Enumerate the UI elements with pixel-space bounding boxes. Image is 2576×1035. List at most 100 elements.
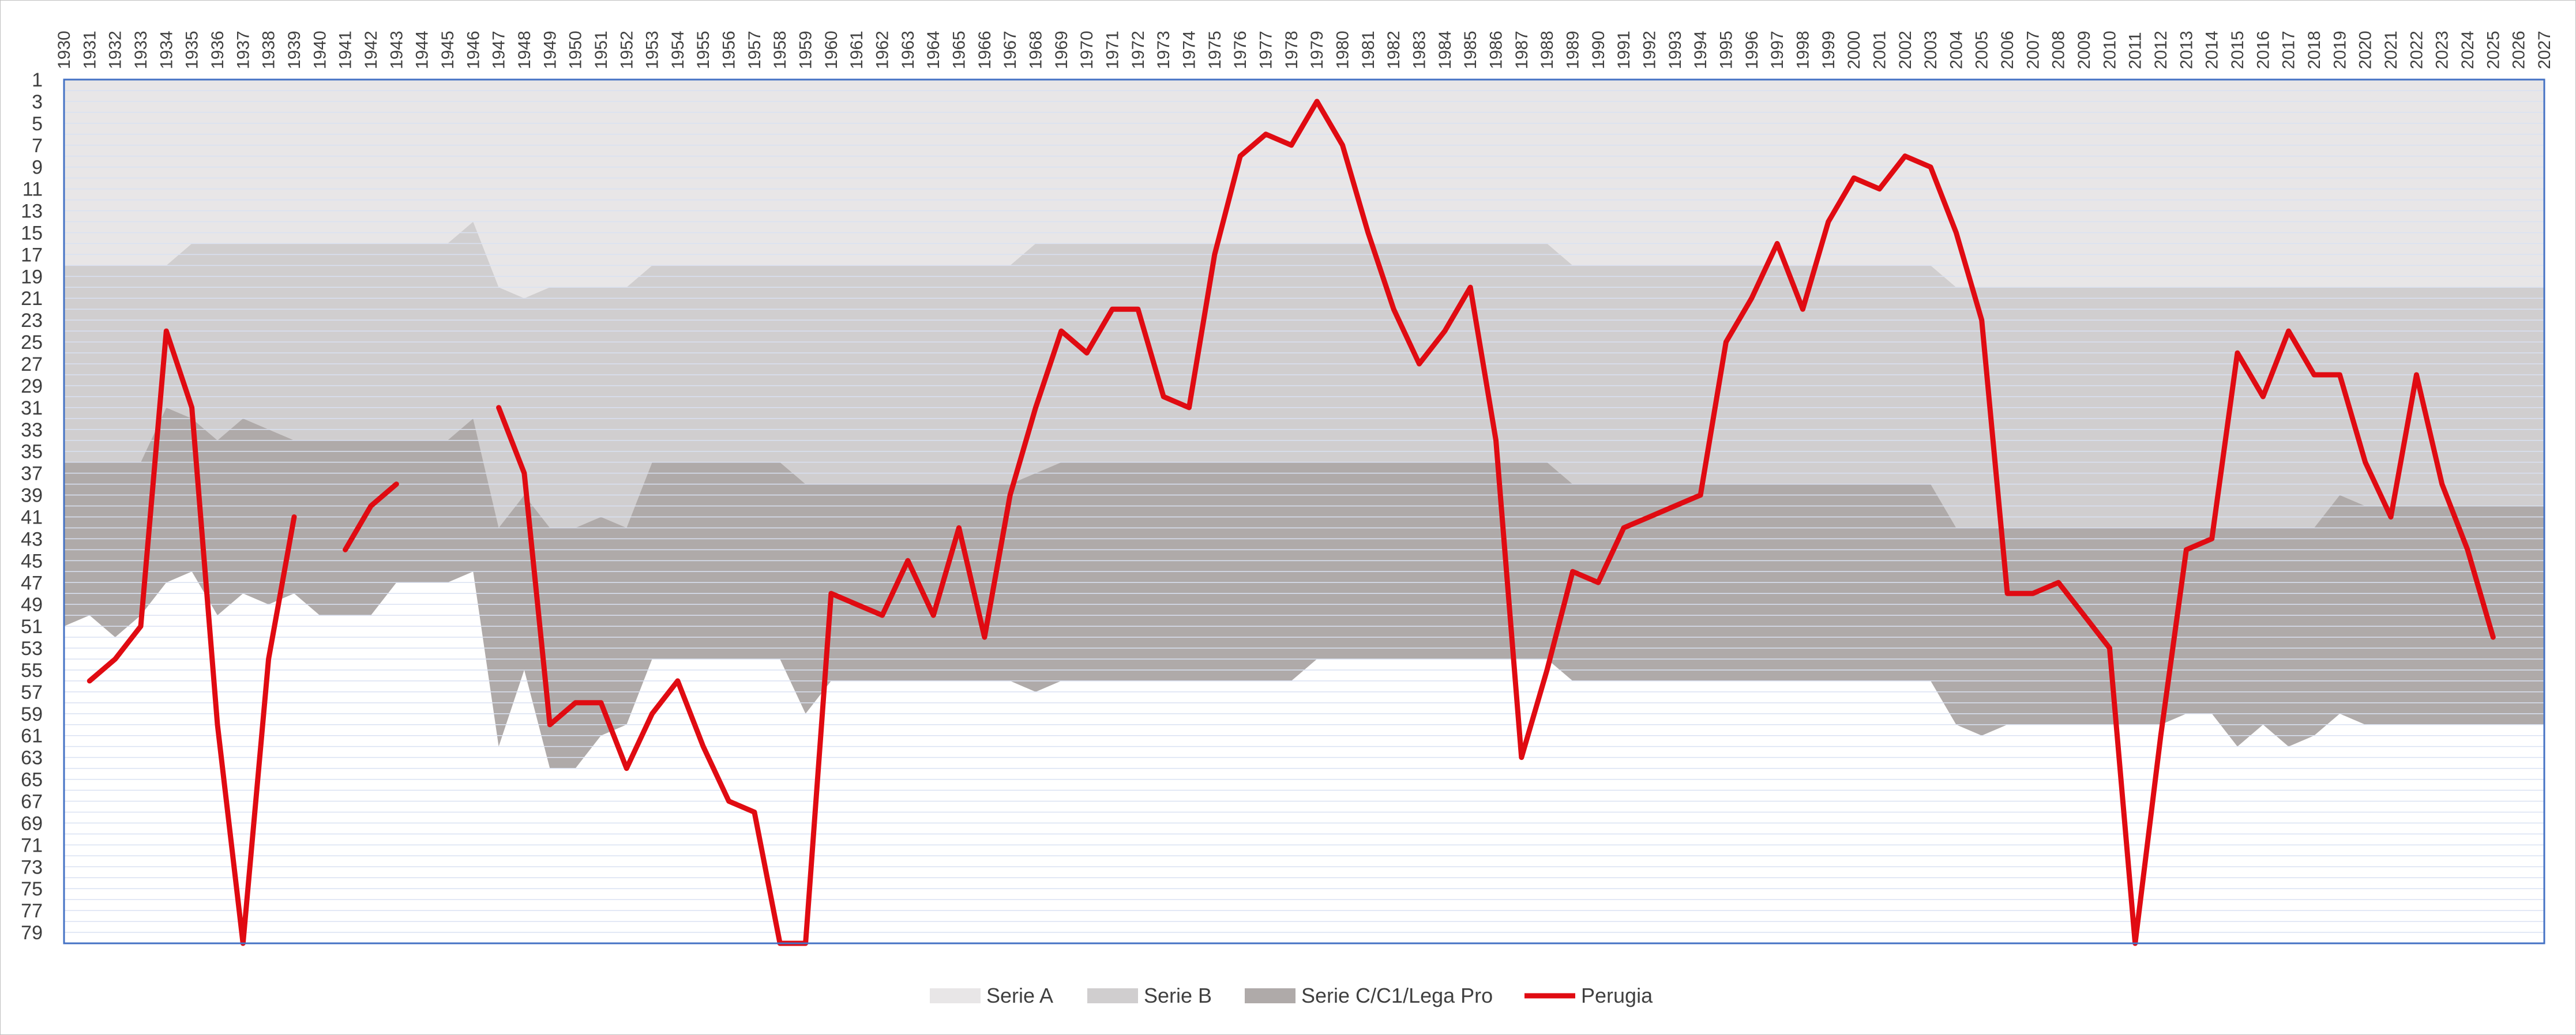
x-tick-label: 1961 — [847, 31, 866, 69]
legend-swatch-serie-a — [930, 988, 981, 1003]
x-tick-label: 1977 — [1257, 31, 1276, 69]
x-tick-label: 1943 — [387, 31, 406, 69]
x-tick-label: 1973 — [1154, 31, 1173, 69]
x-tick-label: 1987 — [1512, 31, 1531, 69]
x-tick-label: 1991 — [1614, 31, 1634, 69]
y-tick-label: 27 — [21, 353, 43, 375]
x-tick-label: 1932 — [106, 31, 125, 69]
x-axis-ticks: 1930 1931 1932 1933 1934 1935 1936 1937 1938 1939… — [55, 31, 2554, 69]
y-tick-label: 69 — [21, 812, 43, 834]
legend-label-serie-b: Serie B — [1144, 984, 1212, 1007]
x-tick-label: 1942 — [362, 31, 381, 69]
x-tick-label: 1935 — [183, 31, 202, 69]
x-tick-label: 2003 — [1921, 31, 1940, 69]
x-tick-label: 2006 — [1998, 31, 2017, 69]
x-tick-label: 1967 — [1001, 31, 1020, 69]
y-tick-label: 1 — [32, 69, 43, 91]
x-tick-label: 1962 — [873, 31, 892, 69]
x-tick-label: 1957 — [745, 31, 764, 69]
y-tick-label: 79 — [21, 922, 43, 944]
y-tick-label: 41 — [21, 507, 43, 529]
x-tick-label: 1934 — [157, 31, 176, 69]
x-tick-label: 1945 — [438, 31, 457, 69]
x-tick-label: 1950 — [566, 31, 585, 69]
y-tick-label: 21 — [21, 288, 43, 310]
x-tick-label: 1953 — [643, 31, 662, 69]
x-tick-label: 2001 — [1870, 31, 1889, 69]
y-tick-label: 45 — [21, 550, 43, 572]
y-tick-label: 11 — [22, 179, 43, 201]
x-tick-label: 2018 — [2305, 31, 2324, 69]
y-tick-label: 67 — [21, 791, 43, 813]
x-tick-label: 1975 — [1206, 31, 1225, 69]
plot-border — [63, 78, 2545, 944]
x-tick-label: 2011 — [2126, 32, 2145, 69]
x-tick-label: 1976 — [1231, 31, 1250, 69]
x-tick-label: 1997 — [1768, 31, 1787, 69]
y-axis-ticks: 1357911131517192123252729313335373941434… — [21, 69, 43, 944]
x-tick-label: 1966 — [975, 31, 994, 69]
x-tick-label: 1972 — [1129, 31, 1148, 69]
y-tick-label: 19 — [21, 266, 43, 288]
x-tick-label: 1992 — [1640, 31, 1659, 69]
x-tick-label: 1971 — [1103, 31, 1122, 69]
x-tick-label: 2013 — [2177, 31, 2196, 69]
perugia-segment-3 — [496, 99, 2496, 946]
legend-label-serie-a: Serie A — [986, 984, 1053, 1007]
x-tick-label: 2012 — [2151, 31, 2171, 69]
x-tick-label: 1940 — [310, 31, 329, 69]
y-tick-label: 53 — [21, 638, 43, 660]
y-tick-label: 65 — [21, 769, 43, 791]
y-tick-label: 17 — [21, 244, 43, 266]
x-tick-label: 1984 — [1436, 31, 1455, 69]
x-tick-label: 1949 — [540, 31, 559, 69]
x-tick-label: 1939 — [285, 31, 304, 69]
y-tick-label: 43 — [21, 528, 43, 550]
y-tick-label: 47 — [21, 572, 43, 594]
y-tick-label: 61 — [21, 725, 43, 747]
x-tick-label: 1952 — [617, 31, 636, 69]
x-tick-label: 2016 — [2254, 31, 2273, 69]
y-tick-label: 77 — [21, 900, 43, 922]
x-tick-label: 1985 — [1461, 31, 1480, 69]
y-tick-label: 75 — [21, 878, 43, 900]
x-tick-label: 1994 — [1691, 31, 1710, 69]
x-tick-label: 2026 — [2510, 31, 2529, 69]
y-tick-label: 29 — [21, 375, 43, 397]
y-tick-label: 13 — [21, 201, 43, 223]
x-tick-label: 2007 — [2023, 31, 2042, 69]
x-tick-label: 1956 — [720, 31, 739, 69]
x-tick-label: 1947 — [490, 31, 509, 69]
x-tick-label: 1946 — [464, 31, 483, 69]
y-tick-label: 3 — [32, 91, 43, 113]
x-tick-label: 2000 — [1845, 31, 1864, 69]
y-tick-label: 55 — [21, 660, 43, 682]
x-tick-label: 1979 — [1308, 31, 1327, 69]
x-tick-label: 1996 — [1743, 31, 1762, 69]
y-tick-label: 49 — [21, 594, 43, 616]
legend-swatch-serie-b — [1087, 988, 1138, 1003]
y-tick-label: 63 — [21, 747, 43, 769]
x-tick-label: 1995 — [1717, 31, 1736, 69]
x-tick-label: 1937 — [234, 31, 253, 69]
perugia-segment-1 — [87, 328, 297, 946]
y-tick-label: 9 — [32, 157, 43, 179]
x-tick-label: 1936 — [208, 31, 227, 69]
y-tick-label: 15 — [21, 223, 43, 244]
y-tick-label: 7 — [32, 135, 43, 157]
x-tick-label: 1986 — [1487, 31, 1506, 69]
y-tick-label: 31 — [21, 397, 43, 419]
x-tick-label: 1938 — [260, 31, 279, 69]
x-tick-label: 2009 — [2075, 31, 2094, 69]
y-tick-label: 39 — [21, 485, 43, 507]
legend-label-serie-c: Serie C/C1/Lega Pro — [1301, 984, 1493, 1007]
perugia-line — [87, 99, 2496, 946]
x-tick-label: 2019 — [2330, 31, 2349, 69]
x-tick-label: 2020 — [2356, 31, 2375, 69]
x-tick-label: 1954 — [669, 31, 688, 69]
x-tick-label: 2025 — [2484, 31, 2503, 69]
x-tick-label: 1978 — [1282, 31, 1301, 69]
y-tick-label: 37 — [21, 463, 43, 485]
x-tick-label: 1960 — [822, 31, 841, 69]
x-tick-label: 2017 — [2280, 31, 2299, 69]
